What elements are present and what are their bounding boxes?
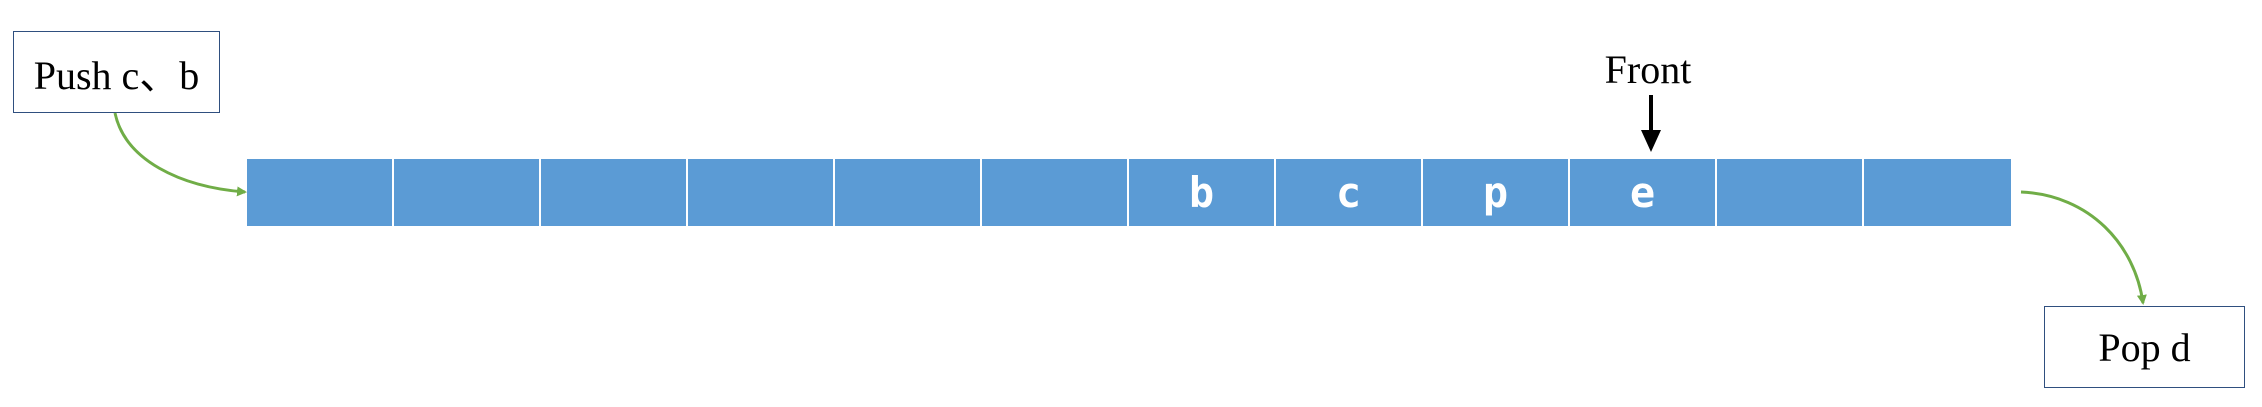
queue-cell-3 bbox=[688, 159, 835, 226]
queue-cell-1 bbox=[394, 159, 541, 226]
queue-cell-8: p bbox=[1423, 159, 1570, 226]
pop-operation-box: Pop d bbox=[2044, 306, 2245, 388]
push-arrow bbox=[113, 112, 247, 197]
push-operation-label: Push c、b bbox=[33, 53, 200, 98]
queue-cell-0 bbox=[247, 159, 394, 226]
queue-cell-5 bbox=[982, 159, 1129, 226]
push-operation-box: Push c、b bbox=[13, 31, 220, 113]
queue-cell-10 bbox=[1717, 159, 1864, 226]
pop-operation-label: Pop d bbox=[2098, 324, 2191, 370]
queue-array: b c p e bbox=[247, 159, 2011, 226]
queue-cell-6: b bbox=[1129, 159, 1276, 226]
front-label: Front bbox=[1604, 47, 1692, 92]
queue-cell-4 bbox=[835, 159, 982, 226]
front-pointer-arrowhead bbox=[1641, 130, 1661, 152]
queue-cell-11 bbox=[1864, 159, 2011, 226]
queue-cell-9: e bbox=[1570, 159, 1717, 226]
queue-cell-2 bbox=[541, 159, 688, 226]
queue-cell-7: c bbox=[1276, 159, 1423, 226]
pop-arrow bbox=[2020, 190, 2147, 305]
